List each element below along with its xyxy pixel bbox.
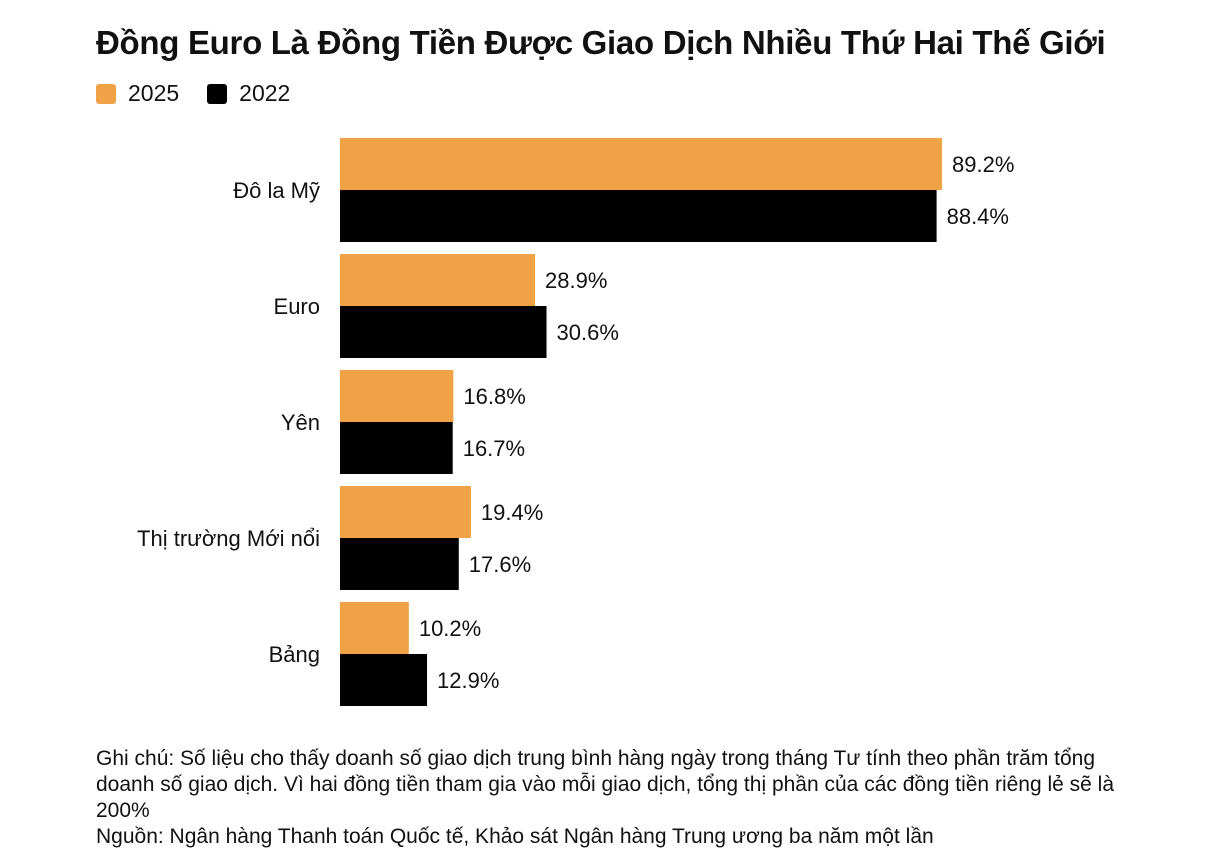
data-label-euro-2022: 30.6% [557, 320, 619, 345]
chart-title: Đồng Euro Là Đồng Tiền Được Giao Dịch Nh… [96, 24, 1106, 61]
bar-euro-2025 [340, 254, 536, 306]
bar-yen-2022 [340, 422, 453, 474]
category-label-euro: Euro [274, 294, 320, 319]
bar-thi-truong-moi-noi-2022 [340, 538, 459, 590]
category-label-thi-truong-moi-noi: Thị trường Mới nổi [137, 526, 320, 551]
data-label-do-la-my-2025: 89.2% [952, 152, 1014, 177]
legend: 2025 2022 [96, 80, 290, 107]
chart-notes: Ghi chú: Số liệu cho thấy doanh số giao … [96, 746, 1136, 850]
data-label-yen-2025: 16.8% [463, 384, 525, 409]
source-text: Nguồn: Ngân hàng Thanh toán Quốc tế, Khả… [96, 825, 934, 848]
bar-euro-2022 [340, 306, 547, 358]
bar-do-la-my-2025 [340, 138, 942, 190]
legend-label-2025: 2025 [128, 80, 180, 106]
bar-bang-2025 [340, 602, 409, 654]
data-label-bang-2025: 10.2% [419, 616, 481, 641]
data-label-yen-2022: 16.7% [463, 436, 525, 461]
bar-yen-2025 [340, 370, 454, 422]
data-label-bang-2022: 12.9% [437, 668, 499, 693]
category-label-bang: Bảng [269, 642, 320, 667]
bar-do-la-my-2022 [340, 190, 937, 242]
bar-thi-truong-moi-noi-2025 [340, 486, 471, 538]
bar-bang-2022 [340, 654, 428, 706]
category-label-do-la-my: Đô la Mỹ [233, 178, 320, 203]
legend-swatch-2025 [96, 83, 116, 104]
bar-chart: Đô la Mỹ 89.2% 88.4% Euro 28.9% 30.6% Yên 16.8%… [137, 138, 1014, 706]
legend-item-2025: 2025 [96, 80, 179, 107]
legend-item-2022: 2022 [207, 80, 290, 107]
note-text: Ghi chú: Số liệu cho thấy doanh số giao … [96, 747, 1115, 822]
data-label-thi-truong-moi-noi-2022: 17.6% [469, 552, 531, 577]
data-label-do-la-my-2022: 88.4% [947, 204, 1009, 229]
category-label-yen: Yên [281, 410, 320, 435]
legend-label-2022: 2022 [239, 80, 291, 106]
legend-swatch-2022 [207, 83, 228, 104]
data-label-euro-2025: 28.9% [545, 268, 607, 293]
data-label-thi-truong-moi-noi-2025: 19.4% [481, 500, 543, 525]
